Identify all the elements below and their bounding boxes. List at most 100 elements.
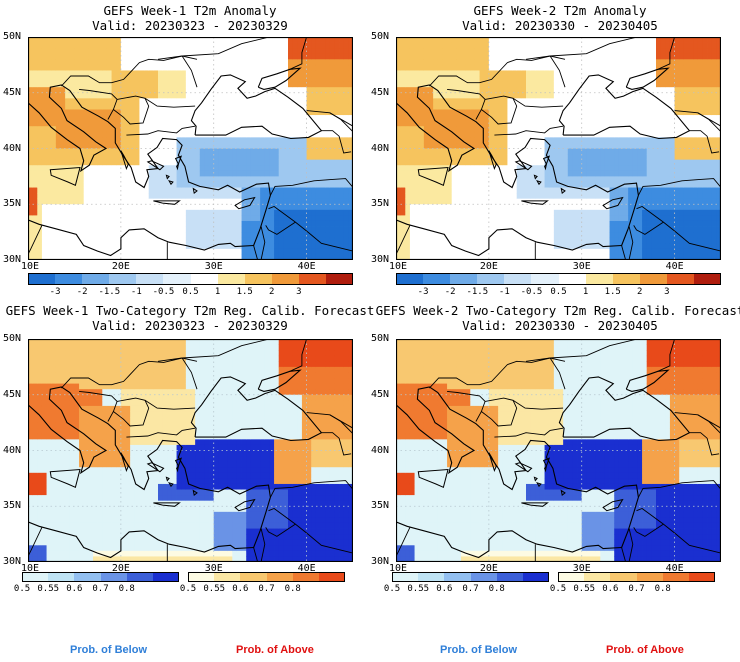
colorbar-label: -2 (444, 287, 456, 297)
colorbar-label: -1.5 (98, 287, 121, 297)
lon-label: 40E (665, 261, 684, 272)
colorbar-swatch (298, 273, 327, 285)
colorbar-swatch (693, 273, 722, 285)
lon-label: 20E (479, 563, 498, 574)
lat-label: 30N (371, 556, 390, 567)
panel-title-week2-anomaly: GEFS Week-2 T2m Anomaly Valid: 20230330 -… (462, 3, 658, 33)
colorbar-label: 0.6 (436, 584, 453, 594)
colorbar-swatch (292, 572, 320, 582)
lon-label: 30E (572, 563, 591, 574)
lon-label: 20E (111, 563, 130, 574)
colorbar-swatch (450, 273, 478, 285)
panel-title-week1-anomaly: GEFS Week-1 T2m Anomaly Valid: 20230323 -… (92, 3, 288, 33)
lat-label: 35N (371, 198, 390, 210)
colorbar-label: 0.5 (179, 584, 197, 594)
lat-label: 45N (371, 86, 390, 98)
colorbar-label: 1 (214, 287, 221, 297)
colorbar-label: -1 (130, 287, 142, 297)
lat-label: 30N (3, 254, 22, 265)
colorbar-label: 2 (637, 287, 643, 297)
prob-below-caption-right: Prob. of Below (440, 644, 517, 656)
colorbar-label: 0.55 (407, 584, 430, 594)
colorbar-swatch (585, 273, 614, 285)
colorbar-swatch (152, 572, 180, 582)
colorbar-label: 0.6 (602, 584, 619, 594)
colorbar-swatch (214, 572, 241, 582)
colorbar-swatch (612, 273, 641, 285)
colorbar-label: 0.5 (550, 287, 567, 297)
colorbar-label: 3 (296, 287, 302, 297)
lon-label: 40E (297, 563, 316, 574)
colorbar-swatch (423, 273, 451, 285)
lon-label: 30E (572, 261, 591, 272)
colorbar-swatch (477, 273, 505, 285)
colorbar-label: 0.8 (118, 584, 135, 594)
colorbar-label: 0.5 (549, 584, 567, 594)
colorbar-label: 3 (664, 287, 670, 297)
lon-label: 20E (111, 261, 130, 272)
colorbar-swatch (109, 273, 137, 285)
colorbar-label: 0.55 (37, 584, 60, 594)
colorbar-swatch (217, 273, 246, 285)
colorbar-swatch (190, 273, 219, 285)
colorbar-swatch (504, 273, 532, 285)
colorbar-swatch (636, 572, 664, 582)
colorbar-swatch (531, 273, 559, 285)
prob-above-caption-left: Prob. of Above (236, 644, 314, 656)
colorbar-swatch (396, 273, 424, 285)
probability-map-week2 (396, 339, 721, 562)
lat-label: 50N (3, 31, 22, 42)
colorbar-swatch (22, 572, 49, 582)
anomaly-colorbar-week2: -3 -2 -1.5 -1 -0.5 0.5 1 1.5 2 3 (396, 273, 722, 299)
lon-label: 40E (297, 261, 316, 272)
colorbar-label: 1.5 (236, 287, 253, 297)
colorbar-label: 2 (269, 287, 275, 297)
colorbar-swatch (325, 273, 354, 285)
colorbar-swatch (271, 273, 300, 285)
colorbar-label: -0.5 (152, 287, 175, 297)
colorbar-swatch (266, 572, 294, 582)
colorbar-swatch (470, 572, 498, 582)
colorbar-label: -2 (76, 287, 88, 297)
colorbar-swatch (522, 572, 550, 582)
anomaly-colorbar-week1: -3 -2 -1.5 -1 -0.5 0.5 1 1.5 2 3 (28, 273, 354, 299)
lon-label: 10E (389, 563, 408, 574)
prob-below-colorbar-left: 0.5 0.55 0.6 0.7 0.8 (14, 572, 180, 596)
colorbar-label: 0.6 (66, 584, 83, 594)
prob-below-caption-left: Prob. of Below (70, 644, 147, 656)
colorbar-label: -0.5 (520, 287, 543, 297)
colorbar-label: 0.8 (654, 584, 671, 594)
panel-title-week1-prob: GEFS Week-1 Two-Category T2m Reg. Calib.… (5, 303, 375, 333)
lat-label: 50N (371, 31, 390, 42)
colorbar-swatch (100, 572, 128, 582)
colorbar-swatch (639, 273, 668, 285)
lat-label: 35N (371, 500, 390, 512)
lat-label: 30N (3, 556, 22, 567)
lon-label: 20E (479, 261, 498, 272)
lon-label: 30E (204, 563, 223, 574)
colorbar-swatch (82, 273, 110, 285)
lat-label: 45N (3, 388, 22, 400)
colorbar-swatch (136, 273, 164, 285)
colorbar-swatch (392, 572, 419, 582)
colorbar-label: 0.8 (488, 584, 505, 594)
colorbar-swatch (584, 572, 611, 582)
anomaly-map-week2 (396, 37, 721, 260)
colorbar-swatch (240, 572, 267, 582)
prob-below-colorbar-right: 0.5 0.55 0.6 0.7 0.8 (384, 572, 550, 596)
colorbar-swatch (610, 572, 637, 582)
lat-label: 45N (3, 86, 22, 98)
prob-above-colorbar-left: 0.5 0.55 0.6 0.7 0.8 (180, 572, 346, 596)
lon-label: 30E (204, 261, 223, 272)
colorbar-label: 0.5 (383, 584, 401, 594)
colorbar-label: 0.7 (92, 584, 109, 594)
lat-label: 40N (371, 444, 390, 456)
colorbar-swatch (496, 572, 524, 582)
colorbar-swatch (418, 572, 445, 582)
colorbar-label: 0.55 (203, 584, 226, 594)
colorbar-label: 0.6 (232, 584, 249, 594)
colorbar-label: -1 (498, 287, 510, 297)
lon-label: 10E (21, 261, 40, 272)
lat-label: 30N (371, 254, 390, 265)
colorbar-label: 0.7 (258, 584, 275, 594)
